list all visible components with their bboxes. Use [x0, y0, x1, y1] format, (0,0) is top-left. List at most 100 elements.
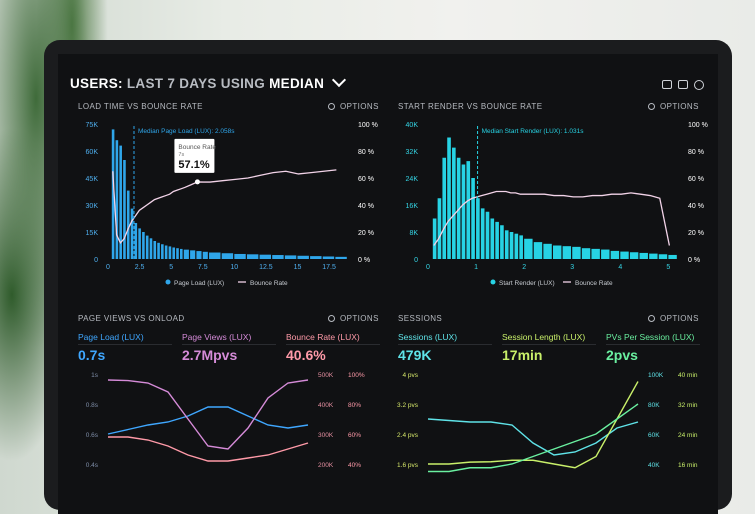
bar [176, 248, 179, 259]
median-marker-label: Median Page Load (LUX): 2.058s [138, 128, 235, 135]
y-tick-label: 0.6s [86, 432, 99, 439]
y-tick-label: 40K [406, 122, 419, 129]
bar [610, 250, 620, 259]
title-median: MEDIAN [269, 76, 325, 91]
pageviews-panel-title: PAGE VIEWS VS ONLOAD [78, 314, 185, 323]
y-tick-label: 3.2 pvs [397, 402, 419, 409]
series-line [107, 379, 309, 450]
y2-tick-label: 60 % [688, 176, 704, 183]
y-tick-label: 0.4s [86, 462, 99, 469]
metric-value: 479K [398, 347, 432, 363]
tooltip-sub: 7s [178, 152, 184, 158]
y-tick-label: 2.4 pvs [397, 432, 419, 439]
bar [164, 245, 168, 259]
dashboard-title[interactable]: USERS: LAST 7 DAYS USING MEDIAN [70, 72, 347, 91]
load-options-button[interactable]: OPTIONS [328, 102, 379, 111]
render-options-button[interactable]: OPTIONS [648, 102, 699, 111]
y3-tick-label: 40% [348, 462, 361, 469]
bar [495, 221, 499, 259]
y-tick-label: 75K [86, 122, 99, 129]
x-tick-label: 4 [618, 264, 622, 271]
y2-tick-label: 80 % [688, 149, 704, 156]
bar [480, 208, 485, 259]
y-tick-label: 45K [86, 176, 99, 183]
bar [572, 246, 581, 259]
dashboard-screen: USERS: LAST 7 DAYS USING MEDIAN LOAD TIM… [58, 54, 718, 514]
metric-value: 0.7s [78, 347, 106, 363]
bar [553, 245, 562, 259]
y2-tick-label: 500K [318, 372, 334, 379]
y-tick-label: 16K [406, 203, 419, 210]
bar [234, 253, 246, 259]
x-tick-label: 1 [474, 264, 478, 271]
bar [581, 248, 591, 259]
load-panel-title: LOAD TIME VS BOUNCE RATE [78, 102, 203, 111]
bar [322, 256, 335, 259]
bar [639, 252, 648, 259]
title-using: USING [220, 76, 266, 91]
x-tick-label: 5 [666, 264, 670, 271]
bar [190, 250, 196, 259]
laptop-bezel: USERS: LAST 7 DAYS USING MEDIAN LOAD TIM… [44, 40, 732, 514]
bar [202, 251, 208, 259]
metric-divider [606, 344, 700, 345]
bar [620, 251, 629, 259]
y2-tick-label: 400K [318, 402, 334, 409]
bar [629, 252, 639, 259]
chevron-down-icon[interactable] [332, 72, 347, 88]
metric-value: 17min [502, 347, 543, 363]
bar [142, 232, 145, 259]
x-tick-label: 2 [522, 264, 526, 271]
bar [533, 242, 543, 259]
bar [126, 190, 130, 259]
bar [649, 253, 658, 259]
bar [259, 254, 272, 259]
metric-divider [398, 344, 492, 345]
bar [134, 223, 138, 259]
bar [466, 161, 471, 259]
sessions-options-button[interactable]: OPTIONS [648, 314, 699, 323]
metric-label: Sessions (LUX) [398, 332, 458, 342]
bar [452, 147, 456, 259]
y2-tick-label: 20 % [358, 230, 374, 237]
bar [601, 249, 610, 259]
legend-swatch [165, 279, 171, 285]
bar [562, 246, 572, 259]
image-icon[interactable] [678, 80, 688, 89]
y-tick-label: 30K [86, 203, 99, 210]
y2-tick-label: 80K [648, 402, 660, 409]
y2-tick-label: 60 % [358, 176, 374, 183]
bar [180, 248, 183, 259]
bar [221, 253, 234, 259]
metric-divider [502, 344, 596, 345]
bar [335, 256, 347, 259]
monitor-icon[interactable] [662, 80, 672, 89]
bar [123, 160, 126, 259]
help-icon[interactable] [694, 80, 704, 90]
metric-label: Page Load (LUX) [78, 332, 144, 342]
y3-tick-label: 80% [348, 402, 361, 409]
bar [246, 254, 259, 259]
x-tick-label: 0 [426, 264, 430, 271]
pageviews-options-button[interactable]: OPTIONS [328, 314, 379, 323]
y-tick-label: 1.6 pvs [397, 462, 419, 469]
y-tick-label: 0 [414, 257, 418, 264]
pageviews-chart: 1s 0.8s 0.6s 0.4s 500K 400K 300K 200K 100% 80% 60%… [86, 372, 365, 469]
bar [145, 235, 149, 259]
y3-tick-label: 40 min [678, 372, 698, 379]
bar [272, 255, 284, 259]
x-tick-label: 15 [294, 264, 302, 271]
bar [658, 254, 668, 259]
x-tick-label: 3 [570, 264, 574, 271]
bar [456, 157, 461, 259]
y2-tick-label: 0 % [688, 257, 700, 264]
y-tick-label: 15K [86, 230, 99, 237]
y-tick-label: 1s [91, 372, 99, 379]
x-tick-label: 2.5 [135, 264, 145, 271]
metric-divider [286, 344, 380, 345]
bar [591, 248, 600, 259]
bar [509, 232, 514, 259]
y3-tick-label: 60% [348, 432, 361, 439]
bounce-rate-line [112, 169, 337, 244]
y2-tick-label: 300K [318, 432, 334, 439]
